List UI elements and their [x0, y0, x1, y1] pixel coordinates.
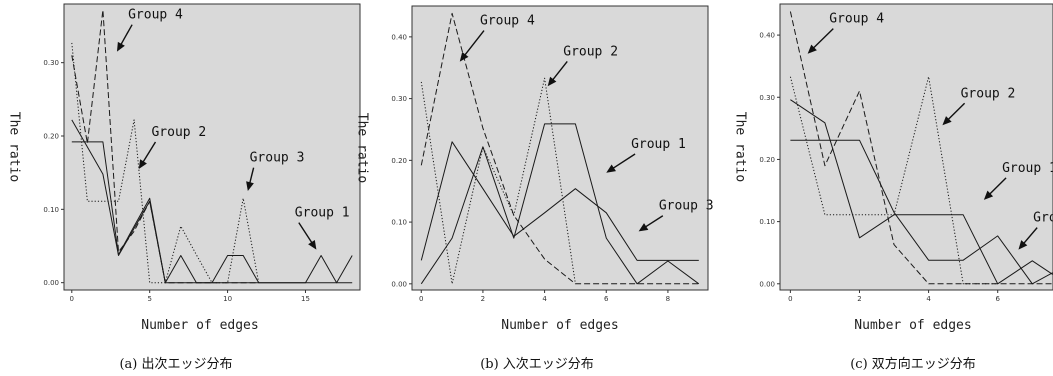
- plot-area: [64, 4, 360, 290]
- y-tick-label: 0.20: [43, 133, 59, 141]
- annotation-group-2: Group 2: [151, 125, 206, 140]
- annotation-arrowhead: [547, 76, 557, 87]
- plot-area: [780, 4, 1053, 290]
- annotation-arrowhead: [983, 190, 994, 200]
- y-axis-label: The ratio: [733, 112, 748, 182]
- annotation-group-4: Group 4: [829, 12, 884, 27]
- annotation-group-3: Group 3: [250, 151, 305, 166]
- annotation-group-4: Group 4: [480, 14, 535, 29]
- x-axis-label: Number of edges: [501, 318, 618, 333]
- annotation-arrow: [811, 28, 834, 51]
- y-tick-label: 0.10: [759, 218, 775, 226]
- series-line-group-4: [789, 11, 1053, 285]
- annotation-arrow: [643, 215, 664, 229]
- annotation-arrow: [550, 60, 568, 82]
- annotation-arrow: [610, 153, 636, 171]
- annotation-arrowhead: [138, 159, 147, 169]
- y-axis-label: The ratio: [355, 113, 370, 183]
- annotation-group: Group 4 Group 2 Group 1 Group 3: [459, 14, 714, 232]
- x-tick-label: 2: [857, 295, 861, 303]
- tick-group: 0 2 4 6 0.00 0.10 0.20 0.30 0.40: [759, 32, 1000, 303]
- series-line-group-1: [420, 123, 700, 285]
- y-tick-label: 0.30: [759, 94, 775, 102]
- annotation-arrow: [987, 177, 1007, 197]
- x-tick-label: 10: [223, 295, 232, 303]
- y-tick-label: 0.20: [391, 157, 407, 165]
- annotation-arrowhead: [459, 52, 469, 62]
- series-lines: [789, 11, 1053, 285]
- x-tick-label: 8: [666, 295, 670, 303]
- y-axis-label: The ratio: [7, 112, 22, 182]
- subfigure-caption: (c) 双方向エッジ分布: [850, 356, 976, 372]
- x-axis-label: Number of edges: [141, 318, 258, 333]
- plot-frame: [63, 3, 361, 291]
- x-tick-label: 0: [788, 295, 792, 303]
- plot-frame: [411, 5, 709, 291]
- annotation-group-3: Group 3: [659, 199, 714, 214]
- x-tick-label: 6: [995, 295, 1000, 303]
- annotation-arrowhead: [638, 223, 649, 232]
- series-line-group-2: [420, 77, 576, 285]
- annotation-arrowhead: [116, 41, 125, 52]
- annotation-group-1: Group 1: [295, 206, 350, 221]
- annotation-arrowhead: [606, 164, 616, 173]
- plot-area: [412, 6, 708, 290]
- x-tick-label: 0: [70, 295, 74, 303]
- series-lines: [71, 9, 353, 284]
- annotation-group-3: Group 3: [1033, 211, 1053, 226]
- annotation-group-2: Group 2: [563, 44, 618, 59]
- x-tick-label: 15: [301, 295, 310, 303]
- annotation-arrow: [248, 167, 255, 186]
- y-tick-label: 0.10: [391, 219, 407, 227]
- series-line-group-4: [71, 9, 259, 284]
- annotation-arrow: [1021, 227, 1038, 246]
- y-tick-label: 0.00: [43, 279, 59, 287]
- x-tick-label: 4: [542, 295, 547, 303]
- plot-frame: [779, 3, 1053, 291]
- y-tick-label: 0.40: [391, 33, 407, 41]
- subfigure-caption: (b) 入次エッジ分布: [480, 356, 594, 372]
- annotation-group-1: Group 1: [631, 137, 686, 152]
- series-lines: [420, 12, 700, 285]
- annotation-arrowhead: [246, 181, 254, 191]
- y-tick-label: 0.00: [391, 280, 407, 288]
- annotation-arrowhead: [308, 239, 317, 250]
- series-line-group-4: [420, 12, 699, 285]
- annotation-arrow: [298, 222, 314, 246]
- y-tick-label: 0.10: [43, 206, 59, 214]
- annotation-group-2: Group 2: [961, 86, 1016, 101]
- annotation-arrow: [119, 24, 133, 47]
- x-tick-label: 4: [926, 295, 931, 303]
- x-tick-label: 6: [604, 295, 609, 303]
- annotation-group: Group 4 Group 2 Group 3 Group 1: [116, 8, 350, 250]
- y-tick-label: 0.30: [391, 95, 407, 103]
- series-line-group-3: [71, 141, 353, 284]
- panel-b: 0 2 4 6 8 0.00 0.10 0.20 0.30 0.40 Group 4 Group 2…: [355, 5, 714, 372]
- annotation-group-1: Group 1: [1002, 161, 1053, 176]
- y-tick-label: 0.00: [759, 280, 775, 288]
- annotation-group: Group 4 Group 2 Group 1 Group 3: [807, 12, 1053, 250]
- y-tick-label: 0.30: [43, 59, 59, 67]
- series-line-group-3: [420, 141, 699, 261]
- x-tick-label: 2: [481, 295, 485, 303]
- y-tick-label: 0.20: [759, 156, 775, 164]
- annotation-arrowhead: [942, 116, 952, 126]
- tick-group: 0 5 10 15 0.00 0.10 0.20 0.30: [43, 59, 310, 303]
- annotation-group-4: Group 4: [128, 8, 183, 23]
- annotation-arrowhead: [1018, 240, 1028, 250]
- x-tick-label: 5: [147, 295, 151, 303]
- y-tick-label: 0.40: [759, 32, 775, 40]
- series-line-group-2: [789, 76, 998, 285]
- annotation-arrow: [141, 141, 157, 165]
- annotation-arrow: [946, 102, 966, 122]
- annotation-arrow: [462, 30, 485, 58]
- annotation-arrowhead: [807, 44, 817, 54]
- x-tick-label: 0: [419, 295, 423, 303]
- x-axis-label: Number of edges: [854, 318, 971, 333]
- subfigure-caption: (a) 出次エッジ分布: [119, 356, 232, 372]
